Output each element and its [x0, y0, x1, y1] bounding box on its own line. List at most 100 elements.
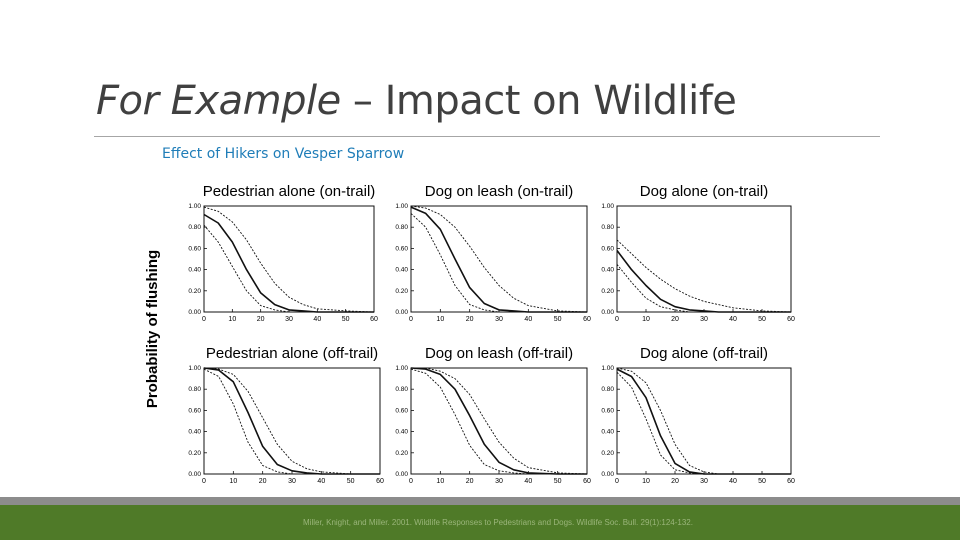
y-tick-label: 0.60 — [601, 407, 614, 414]
x-tick-label: 20 — [257, 316, 265, 323]
probability-line — [203, 367, 380, 475]
x-tick-label: 0 — [202, 316, 206, 323]
x-tick-label: 40 — [313, 316, 321, 323]
x-tick-label: 0 — [615, 316, 619, 323]
y-tick-label: 0.60 — [188, 407, 201, 414]
x-tick-label: 20 — [671, 478, 679, 485]
confidence-line — [203, 367, 380, 475]
panel-frame — [616, 367, 792, 475]
slide-title-rest: – Impact on Wildlife — [340, 78, 737, 124]
x-tick-label: 60 — [376, 478, 384, 485]
y-tick-label: 0.20 — [601, 288, 614, 295]
panel-frame — [203, 367, 381, 475]
panel-title: Pedestrian alone (off-trail) — [206, 345, 378, 362]
y-tick-label: 0.40 — [188, 267, 201, 274]
y-tick-label: 0.80 — [395, 386, 408, 393]
y-tick-label: 0.20 — [395, 450, 408, 457]
slide-title-italic: For Example — [96, 78, 341, 124]
x-tick-label: 60 — [370, 316, 378, 323]
x-tick-label: 50 — [554, 316, 562, 323]
confidence-line — [616, 264, 791, 313]
chart-panel: Dog alone (on-trail) 0.00 0.20 0.40 0.60 0.80… — [601, 183, 795, 323]
confidence-line — [410, 213, 587, 313]
flushing-probability-figure: Probability of flushing Pedestrian alone … — [140, 172, 800, 488]
y-tick-label: 0.00 — [395, 471, 408, 478]
y-tick-label: 1.00 — [395, 365, 408, 372]
x-tick-label: 10 — [436, 478, 444, 485]
x-tick-label: 0 — [615, 478, 619, 485]
y-tick-label: 1.00 — [601, 365, 614, 372]
y-tick-label: 0.40 — [395, 429, 408, 436]
y-tick-label: 0.40 — [395, 267, 408, 274]
slide-subtitle: Effect of Hikers on Vesper Sparrow — [162, 146, 405, 162]
panel-title: Dog on leash (on-trail) — [425, 183, 573, 200]
chart-panel: Pedestrian alone (on-trail) 0.00 0.20 0.40 0… — [188, 183, 378, 323]
footer-band — [0, 497, 960, 505]
x-tick-label: 0 — [409, 478, 413, 485]
y-tick-label: 0.40 — [188, 429, 201, 436]
panel-title: Pedestrian alone (on-trail) — [203, 183, 376, 200]
title-divider — [94, 136, 880, 137]
confidence-line — [203, 206, 375, 313]
x-tick-label: 60 — [787, 478, 795, 485]
x-tick-label: 30 — [700, 316, 708, 323]
probability-line — [410, 367, 587, 475]
panel-frame — [616, 205, 792, 313]
probability-line — [410, 206, 587, 313]
y-tick-label: 0.80 — [601, 224, 614, 231]
x-tick-label: 40 — [317, 478, 325, 485]
probability-line — [616, 250, 791, 313]
y-tick-label: 0.80 — [188, 386, 201, 393]
y-tick-label: 0.00 — [601, 471, 614, 478]
y-tick-label: 0.40 — [601, 267, 614, 274]
chart-panel: Dog alone (off-trail) 0.00 0.20 0.40 0.60 0.8… — [601, 345, 795, 485]
panel-frame — [410, 205, 588, 313]
y-tick-label: 0.20 — [395, 288, 408, 295]
y-tick-label: 0.40 — [601, 429, 614, 436]
x-tick-label: 20 — [466, 316, 474, 323]
y-tick-label: 1.00 — [395, 203, 408, 210]
confidence-line — [203, 224, 374, 313]
confidence-line — [616, 371, 791, 475]
confidence-line — [203, 368, 380, 475]
x-tick-label: 10 — [642, 478, 650, 485]
x-tick-label: 10 — [642, 316, 650, 323]
x-tick-label: 0 — [202, 478, 206, 485]
y-tick-label: 1.00 — [188, 203, 201, 210]
x-tick-label: 40 — [729, 316, 737, 323]
confidence-line — [410, 205, 588, 313]
confidence-line — [411, 367, 588, 475]
x-tick-label: 50 — [347, 478, 355, 485]
chart-panel: Dog on leash (off-trail) 0.00 0.20 0.40 0.60… — [395, 345, 591, 485]
confidence-line — [410, 368, 587, 475]
y-tick-label: 0.60 — [601, 245, 614, 252]
y-tick-label: 0.00 — [601, 309, 614, 316]
x-tick-label: 60 — [583, 316, 591, 323]
y-tick-label: 0.80 — [188, 224, 201, 231]
y-tick-label: 1.00 — [188, 365, 201, 372]
x-tick-label: 50 — [342, 316, 350, 323]
x-tick-label: 40 — [729, 478, 737, 485]
y-tick-label: 0.20 — [188, 450, 201, 457]
y-axis-label: Probability of flushing — [144, 250, 161, 408]
chart-panel: Pedestrian alone (off-trail) 0.00 0.20 0.40… — [188, 345, 384, 485]
x-tick-label: 20 — [671, 316, 679, 323]
panel-title: Dog on leash (off-trail) — [425, 345, 573, 362]
x-tick-label: 60 — [787, 316, 795, 323]
confidence-line — [616, 367, 791, 475]
x-tick-label: 20 — [466, 478, 474, 485]
x-tick-label: 30 — [700, 478, 708, 485]
confidence-line — [616, 239, 792, 313]
x-tick-label: 50 — [758, 478, 766, 485]
y-tick-label: 0.60 — [395, 245, 408, 252]
chart-svg: Probability of flushing Pedestrian alone … — [144, 183, 795, 485]
chart-panel: Dog on leash (on-trail) 0.00 0.20 0.40 0.60 0… — [395, 183, 591, 323]
x-tick-label: 10 — [229, 478, 237, 485]
x-tick-label: 30 — [288, 478, 296, 485]
panel-title: Dog alone (on-trail) — [640, 183, 768, 200]
y-tick-label: 0.00 — [188, 309, 201, 316]
slide-title: For Example – Impact on Wildlife — [96, 78, 737, 124]
y-tick-label: 0.80 — [395, 224, 408, 231]
panel-frame — [203, 205, 375, 313]
y-tick-label: 1.00 — [601, 203, 614, 210]
